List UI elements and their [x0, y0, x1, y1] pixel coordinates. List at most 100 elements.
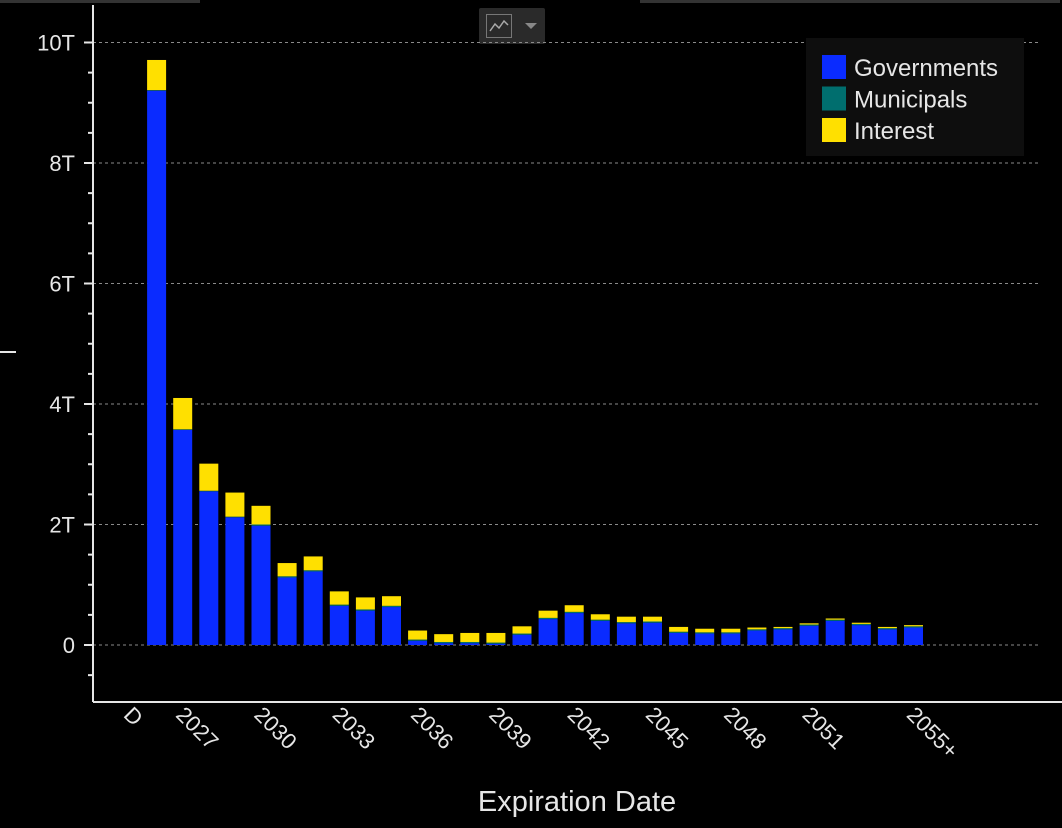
bar-interest	[799, 623, 819, 625]
x-tick-label: 2042	[563, 702, 615, 754]
bar-interest	[904, 625, 923, 627]
bar-governments	[434, 643, 454, 645]
bar-municipals	[669, 631, 689, 633]
bar-municipals	[251, 524, 271, 526]
x-tick-labels: D 2027 2030 2033 2036 2039 2042 2045 2048 2051 205…	[119, 702, 963, 763]
bar-interest	[669, 626, 689, 632]
bar-governments	[225, 517, 245, 645]
bar-municipals	[590, 619, 610, 621]
x-tick-label: 2045	[641, 702, 693, 754]
bar-municipals	[199, 490, 219, 492]
bar-governments	[721, 633, 741, 645]
bar-governments	[382, 607, 401, 645]
bar-governments	[408, 640, 428, 645]
bar-interest	[173, 397, 193, 430]
x-tick-label: 2055+	[902, 702, 963, 763]
bar-municipals	[695, 632, 715, 634]
bar-interest	[825, 618, 845, 620]
x-tick-label: 2039	[484, 702, 536, 754]
grid-lines	[93, 42, 1040, 646]
bar-municipals	[277, 576, 297, 578]
bar-interest	[512, 626, 532, 634]
y-tick-label: 2T	[49, 513, 75, 538]
x-axis-title: Expiration Date	[478, 786, 676, 818]
bar-interest	[486, 632, 506, 643]
bar-interest	[355, 597, 375, 610]
bar-municipals	[382, 605, 401, 608]
bar-interest	[225, 492, 245, 517]
bar-municipals	[616, 622, 636, 624]
bar-interest	[329, 591, 349, 605]
legend-label-interest: Interest	[854, 118, 934, 145]
bar-interest	[199, 463, 219, 491]
bar-municipals	[408, 639, 428, 641]
legend-label-governments: Governments	[854, 55, 998, 82]
bar-interest	[277, 563, 297, 577]
bar-interest	[251, 505, 271, 525]
bar-governments	[277, 577, 297, 645]
bar-governments	[329, 605, 349, 645]
line-chart-icon	[486, 14, 512, 38]
bar-governments	[669, 632, 689, 645]
bar-interest	[721, 628, 741, 633]
bar-municipals	[329, 604, 349, 606]
y-tick-label: 10T	[37, 31, 75, 56]
bar-municipals	[721, 632, 741, 634]
bar-interest	[773, 626, 793, 629]
bar-interest	[382, 596, 401, 606]
x-tick-label: 2027	[171, 702, 223, 754]
y-tick-label: 0	[63, 633, 75, 658]
bar-municipals	[851, 623, 871, 626]
bar-governments	[877, 629, 897, 645]
bar-governments	[747, 630, 767, 645]
bar-municipals	[512, 633, 532, 635]
bar-governments	[199, 491, 219, 645]
bar-municipals	[225, 516, 245, 518]
bar-municipals	[460, 641, 480, 644]
bar-municipals	[538, 617, 558, 620]
bar-interest	[147, 59, 167, 91]
x-tick-label: D	[119, 702, 148, 731]
bar-interest	[643, 616, 662, 622]
chart-type-button[interactable]	[479, 8, 545, 44]
bar-governments	[251, 525, 271, 645]
x-tick-label: 2030	[249, 702, 301, 754]
bar-interest	[877, 626, 897, 629]
bar-governments	[643, 622, 662, 645]
bar-municipals	[303, 570, 323, 572]
x-tick-label: 2051	[798, 702, 850, 754]
bar-interest	[408, 630, 428, 640]
legend-label-municipals: Municipals	[854, 87, 967, 114]
legend-swatch-municipals	[822, 86, 846, 111]
bar-governments	[904, 627, 923, 645]
bars	[147, 59, 923, 645]
bar-municipals	[147, 90, 167, 91]
bar-interest	[616, 616, 636, 623]
y-tick-label: 8T	[49, 151, 75, 176]
legend-swatch-interest	[822, 118, 846, 142]
bar-interest	[303, 556, 323, 571]
bar-municipals	[564, 611, 584, 614]
bar-governments	[173, 429, 193, 645]
bar-governments	[460, 643, 480, 645]
bar-governments	[851, 625, 871, 645]
bar-municipals	[434, 641, 454, 644]
chevron-down-icon[interactable]	[525, 23, 537, 29]
top-strip-left	[0, 0, 200, 3]
x-tick-label: 2033	[328, 702, 380, 754]
bar-municipals	[799, 624, 819, 626]
bar-municipals	[355, 609, 375, 611]
bar-municipals	[173, 429, 193, 430]
bar-interest	[538, 610, 558, 618]
bar-interest	[564, 605, 584, 612]
bar-interest	[695, 628, 715, 633]
bar-governments	[590, 620, 610, 645]
bar-governments	[825, 620, 845, 645]
bar-interest	[590, 614, 610, 620]
bar-municipals	[825, 619, 845, 621]
bar-interest	[747, 627, 767, 630]
bar-municipals	[904, 626, 923, 628]
bar-governments	[147, 90, 167, 645]
bar-governments	[616, 623, 636, 645]
bar-interest	[851, 622, 871, 624]
